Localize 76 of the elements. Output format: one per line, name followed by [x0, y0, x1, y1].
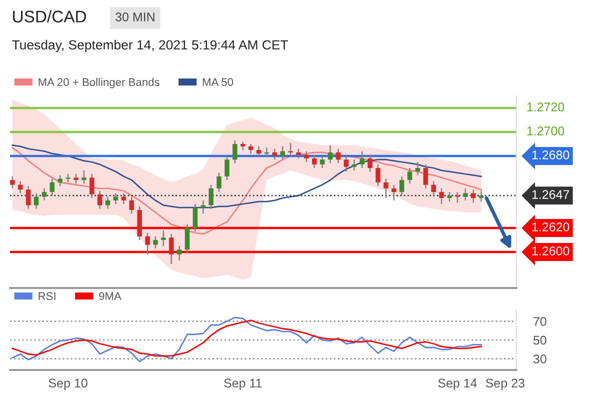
candlestick: [431, 180, 436, 196]
y-tick-label: 50: [533, 336, 546, 345]
candlestick: [272, 148, 278, 160]
ref-line-label: 1.2600: [532, 246, 570, 256]
x-tick-label: Sep 10: [48, 378, 88, 390]
candlestick: [423, 164, 428, 190]
candlestick: [208, 184, 214, 210]
candlestick: [168, 233, 174, 265]
ref-line-label: 1.2700: [527, 126, 564, 136]
candlestick: [360, 150, 364, 169]
candlestick: [192, 203, 198, 232]
candlestick: [384, 178, 388, 199]
candlestick: [463, 188, 468, 202]
text: 30 MIN: [116, 12, 154, 22]
x-tick-label: Sep 11: [224, 378, 262, 390]
candlestick: [256, 146, 262, 158]
candlestick: [145, 232, 150, 256]
candlestick: [153, 236, 158, 250]
candlestick: [129, 196, 134, 214]
ref-line-label: 1.2647: [532, 190, 570, 199]
candlestick: [304, 150, 309, 163]
candlestick: [328, 144, 333, 164]
candlestick: [216, 172, 222, 193]
chart-title: USD/CAD: [13, 10, 86, 22]
candlestick: [352, 158, 357, 172]
candlestick: [34, 192, 39, 210]
x-tick-label: Sep 14: [438, 378, 477, 390]
legend-label: 9MA: [99, 292, 122, 300]
candlestick: [376, 164, 380, 187]
ref-line-label: 1.2720: [527, 102, 564, 112]
candlestick: [312, 154, 317, 169]
candlestick: [280, 146, 285, 160]
candlestick: [455, 191, 460, 204]
candlestick: [368, 154, 372, 172]
legend-label: MA 20 + Bollinger Bands: [38, 78, 160, 88]
candlestick: [391, 184, 396, 202]
candlestick: [296, 148, 301, 160]
ref-line-label: 1.2620: [532, 222, 570, 232]
chart-subtitle: Tuesday, September 14, 2021 5:19:44 AM CET: [12, 40, 288, 52]
legend-label: MA 50: [202, 78, 234, 86]
candlestick: [336, 148, 341, 164]
candlestick: [320, 155, 325, 169]
candlestick: [176, 245, 182, 262]
candlestick: [42, 188, 47, 202]
candlestick: [58, 174, 62, 187]
line-series: [12, 316, 482, 362]
candlestick: [97, 190, 102, 210]
candlestick: [224, 155, 230, 181]
candlestick: [90, 173, 94, 199]
x-tick-label: Sep 23: [486, 378, 524, 390]
candlestick: [26, 185, 31, 210]
candlestick: [184, 224, 190, 254]
candlestick: [74, 173, 78, 184]
candlestick: [470, 188, 476, 204]
candlestick: [248, 143, 254, 154]
y-tick-label: 70: [534, 317, 546, 326]
line-series: [12, 320, 482, 357]
candlestick: [478, 190, 484, 202]
candlestick: [82, 170, 86, 184]
ref-line-label: 1.2680: [532, 150, 570, 160]
candlestick: [399, 176, 404, 196]
candlestick: [415, 161, 420, 176]
candlestick: [121, 192, 126, 205]
candlestick: [407, 167, 412, 184]
legend-label: RSI: [38, 292, 56, 300]
y-tick-label: 30: [533, 354, 546, 364]
candlestick: [288, 142, 293, 157]
candlestick: [113, 192, 118, 205]
candlestick: [447, 191, 452, 202]
candlestick: [10, 176, 15, 190]
candlestick: [232, 140, 238, 164]
candlestick: [200, 200, 206, 214]
candlestick: [439, 188, 444, 205]
candlestick: [50, 178, 55, 196]
candlestick: [161, 230, 166, 247]
candlestick: [344, 155, 349, 172]
